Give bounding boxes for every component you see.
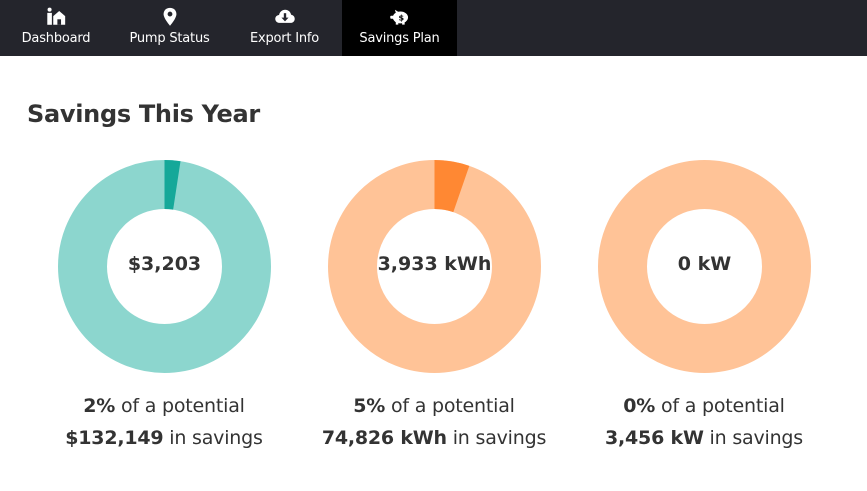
- energy-savings-donut: [328, 160, 541, 373]
- percent-suffix: of a potential: [385, 395, 515, 417]
- tab-pump-status[interactable]: Pump Status: [112, 0, 227, 56]
- potential-suffix: in savings: [446, 427, 547, 449]
- savings-potential-line: 3,456 kW in savings: [579, 427, 829, 449]
- page-title: Savings This Year: [27, 100, 260, 128]
- donut-base-ring: [598, 160, 811, 373]
- piggy-bank-icon: $: [389, 9, 408, 25]
- potential-value: $132,149: [65, 427, 164, 449]
- potential-suffix: in savings: [163, 427, 263, 449]
- savings-percent: 2%: [83, 395, 116, 417]
- cloud-download-icon: [274, 9, 295, 23]
- savings-percent-line: 0% of a potential: [579, 395, 829, 417]
- savings-percent-line: 5% of a potential: [309, 395, 559, 417]
- tab-label: Savings Plan: [359, 31, 440, 46]
- tab-label: Export Info: [249, 31, 320, 46]
- donut-center-value: 3,933 kWh: [377, 253, 492, 275]
- donut-center-value: 0 kW: [677, 253, 732, 275]
- top-navbar: Dashboard Pump Status Export Info $ Savi…: [0, 0, 867, 56]
- percent-suffix: of a potential: [115, 395, 245, 417]
- donut-savings-segment: [433, 160, 470, 213]
- tab-savings-plan[interactable]: $ Savings Plan: [342, 0, 457, 56]
- cost-savings-card: $3,203 2% of a potential $132,149 in sav…: [39, 160, 289, 460]
- savings-percent: 5%: [353, 395, 386, 417]
- donut-center-value: $3,203: [127, 253, 202, 275]
- tab-export-info[interactable]: Export Info: [227, 0, 342, 56]
- cost-savings-donut: [58, 160, 271, 373]
- energy-savings-card: 3,933 kWh 5% of a potential 74,826 kWh i…: [309, 160, 559, 460]
- savings-potential-line: $132,149 in savings: [39, 427, 289, 449]
- potential-value: 3,456 kW: [605, 427, 704, 449]
- home-icon: [47, 7, 66, 25]
- savings-percent: 0%: [623, 395, 656, 417]
- savings-potential-line: 74,826 kWh in savings: [309, 427, 559, 449]
- percent-suffix: of a potential: [655, 395, 785, 417]
- tab-label: Dashboard: [21, 31, 91, 46]
- donut-savings-segment: [164, 160, 181, 210]
- location-pin-icon: [163, 7, 176, 26]
- svg-text:$: $: [398, 13, 404, 22]
- tab-dashboard[interactable]: Dashboard: [0, 0, 112, 56]
- savings-percent-line: 2% of a potential: [39, 395, 289, 417]
- potential-value: 74,826 kWh: [321, 427, 447, 449]
- potential-suffix: in savings: [703, 427, 804, 449]
- demand-savings-donut: [598, 160, 811, 373]
- demand-savings-card: 0 kW 0% of a potential 3,456 kW in savin…: [579, 160, 829, 460]
- tab-label: Pump Status: [129, 31, 210, 46]
